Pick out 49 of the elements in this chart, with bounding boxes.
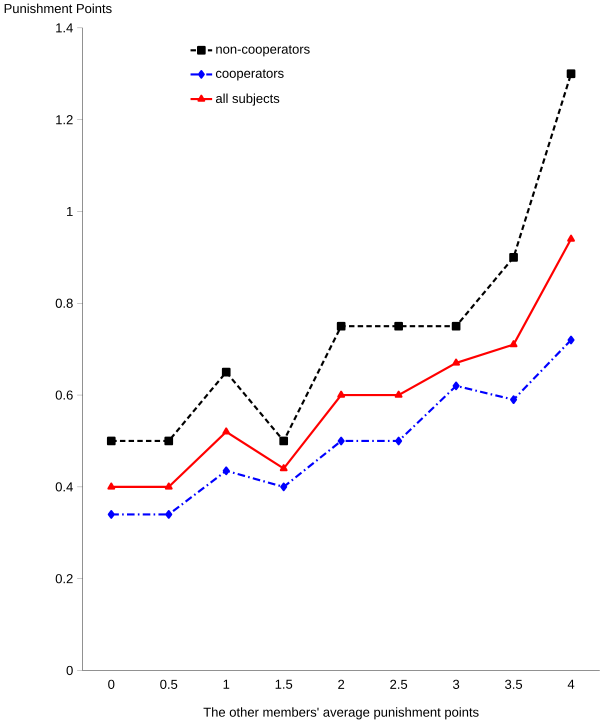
x-axis-title: The other members' average punishment points bbox=[203, 707, 478, 720]
point bbox=[222, 368, 230, 376]
point bbox=[452, 358, 460, 366]
x-tick-label: 3 bbox=[452, 680, 459, 689]
point bbox=[280, 464, 288, 472]
point bbox=[452, 382, 460, 390]
point bbox=[336, 322, 346, 331]
x-tick-label: 2.5 bbox=[390, 680, 407, 689]
point bbox=[108, 510, 115, 519]
y-tick-label: 0.4 bbox=[56, 482, 73, 492]
point bbox=[509, 253, 518, 262]
y-tick-label: 1 bbox=[66, 206, 72, 216]
point bbox=[566, 234, 575, 242]
y-tick-label: 0.8 bbox=[56, 298, 73, 308]
point bbox=[510, 395, 517, 404]
x-tick-label: 4 bbox=[568, 680, 574, 689]
point bbox=[394, 436, 402, 446]
y-tick-label: 0 bbox=[66, 666, 73, 676]
x-tick-label: 0 bbox=[108, 680, 114, 689]
x-tick-label: 1.5 bbox=[275, 680, 292, 689]
y-tick-label: 1.4 bbox=[56, 23, 73, 32]
point bbox=[279, 436, 288, 446]
point bbox=[222, 427, 230, 435]
point bbox=[280, 482, 288, 492]
x-tick-label: 1 bbox=[223, 680, 230, 689]
legend-label: all subjects bbox=[216, 94, 280, 106]
y-tick-label: 0.2 bbox=[56, 574, 72, 584]
x-tick-label: 3.5 bbox=[504, 680, 522, 689]
point bbox=[106, 436, 116, 446]
x-tick-label: 0.5 bbox=[160, 680, 178, 689]
point bbox=[394, 390, 402, 398]
x-tick-label: 2 bbox=[338, 680, 344, 689]
point bbox=[107, 482, 115, 490]
point bbox=[337, 436, 344, 446]
point bbox=[509, 340, 518, 348]
point bbox=[566, 69, 576, 78]
y-axis-title: Punishment Points bbox=[4, 4, 112, 14]
point bbox=[567, 336, 574, 344]
point bbox=[222, 466, 230, 476]
point bbox=[164, 436, 173, 446]
point bbox=[337, 390, 345, 398]
point bbox=[394, 322, 403, 331]
legend-label: cooperators bbox=[216, 69, 284, 81]
legend-label: non-cooperators bbox=[216, 45, 310, 56]
point bbox=[164, 482, 172, 490]
y-tick-label: 1.2 bbox=[56, 115, 72, 124]
point bbox=[452, 322, 460, 331]
point bbox=[165, 510, 172, 519]
y-tick-label: 0.6 bbox=[56, 390, 73, 400]
